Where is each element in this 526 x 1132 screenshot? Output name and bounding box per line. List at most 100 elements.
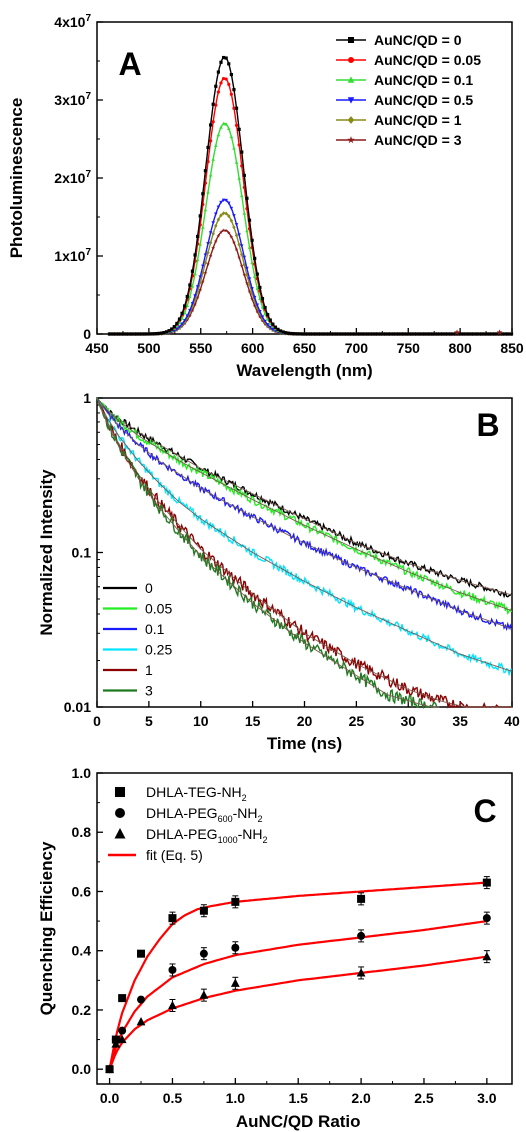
panel-a-data-point xyxy=(221,76,226,81)
panel-a-legend-label: AuNC/QD = 3 xyxy=(374,132,462,148)
panel-c-legend-label: DHLA-TEG-NH2 xyxy=(146,784,247,803)
panel-a-data-point xyxy=(356,332,361,336)
panel-c-xtick-label: 3.0 xyxy=(477,1090,497,1106)
panel-a-data-point xyxy=(234,123,239,127)
panel-a-data-point xyxy=(315,332,319,336)
panel-a-data-point xyxy=(193,253,197,257)
panel-a-ytick-label: 4x107 xyxy=(54,13,91,30)
panel-a-data-point xyxy=(185,294,189,299)
panel-a-data-point xyxy=(182,318,187,323)
panel-a-data-point xyxy=(198,214,202,218)
panel-a-ylabel: Photoluminescence xyxy=(7,98,26,259)
panel-a-data-point xyxy=(460,332,464,336)
panel-a-data-point xyxy=(476,332,480,336)
panel-a-data-point xyxy=(465,332,469,336)
panel-a-data-point xyxy=(234,233,239,238)
panel-a-data-point xyxy=(216,70,220,74)
panel-a-data-point xyxy=(198,275,202,279)
panel-a-data-point xyxy=(198,287,203,292)
panel-a-data-point xyxy=(185,317,190,322)
panel-a-series-line xyxy=(109,199,512,335)
panel-a-data-point xyxy=(437,332,441,336)
panel-a-data-point xyxy=(180,322,184,326)
panel-c-data-point xyxy=(168,914,177,923)
panel-a-data-point xyxy=(387,332,392,336)
panel-a-data-point xyxy=(201,192,205,196)
panel-a-ytick-label: 2x107 xyxy=(54,169,91,186)
panel-a-data-point xyxy=(227,126,231,130)
panel-a-data-point xyxy=(237,255,242,259)
panel-a-data-point xyxy=(211,120,215,124)
panel-a-data-point xyxy=(195,257,200,262)
panel-b-xtick-label: 25 xyxy=(349,713,365,729)
panel-c-legend-marker xyxy=(115,787,125,797)
panel-a-data-point xyxy=(232,106,236,110)
panel-a-data-point xyxy=(257,314,262,319)
panel-a-legend-label: AuNC/QD = 0.5 xyxy=(374,92,473,108)
panel-a-series-line xyxy=(109,229,512,335)
panel-a-data-point xyxy=(351,332,355,336)
panel-a-data-point xyxy=(232,225,236,230)
panel-a-data-point xyxy=(177,317,182,321)
panel-a-data-point xyxy=(221,211,226,216)
panel-a-data-point xyxy=(304,332,309,336)
panel-a-data-point xyxy=(483,332,488,336)
panel-a-data-point xyxy=(408,332,412,336)
panel-a-series-line xyxy=(109,212,512,335)
panel-a-data-point xyxy=(203,169,208,173)
panel-a-data-point xyxy=(219,81,223,85)
panel-a-data-point xyxy=(445,332,449,336)
panel-a-data-point xyxy=(395,332,399,336)
panel-a-data-point xyxy=(214,143,218,148)
panel-c-data-point xyxy=(357,931,366,940)
panel-a-data-point xyxy=(452,332,457,336)
panel-a-data-point xyxy=(226,230,231,235)
panel-a-data-point xyxy=(250,238,254,242)
panel-c-data-point xyxy=(111,1039,121,1048)
panel-a-data-point xyxy=(367,332,371,336)
panel-b-series-line xyxy=(96,397,513,632)
panel-a-data-point xyxy=(214,84,218,88)
panel-a-data-point xyxy=(196,234,200,239)
panel-a-data-point xyxy=(317,332,322,336)
panel-a-data-point xyxy=(170,327,174,331)
panel-a-data-point xyxy=(450,332,454,336)
panel-a-data-point xyxy=(385,332,389,336)
panel-a-data-point xyxy=(453,329,461,336)
panel-a-data-point xyxy=(260,305,265,309)
panel-a-data-point xyxy=(473,332,477,336)
panel-b-legend-label: 3 xyxy=(145,683,153,699)
panel-a-data-point xyxy=(419,332,423,336)
panel-a-data-point xyxy=(271,322,275,326)
panel-a-data-point xyxy=(504,332,508,336)
panel-c-data-point xyxy=(199,990,209,999)
panel-a-data-point xyxy=(268,325,273,330)
panel-a-data-point xyxy=(250,287,254,291)
panel-a-data-point xyxy=(185,314,190,318)
panel-a-data-point xyxy=(128,332,132,336)
panel-a-data-point xyxy=(232,214,236,218)
panel-a-data-point xyxy=(144,332,148,336)
panel-a-data-point xyxy=(190,308,195,313)
panel-c-data-point xyxy=(231,897,240,906)
panel-c-xtick-label: 2.0 xyxy=(351,1090,371,1106)
panel-a-data-point xyxy=(263,305,267,310)
panel-a-legend-marker xyxy=(347,136,355,144)
panel-a-data-point xyxy=(398,332,402,336)
panel-a-data-point xyxy=(266,312,270,317)
panel-a-data-point xyxy=(209,139,213,143)
panel-c-data-point xyxy=(199,906,208,915)
panel-a-data-point xyxy=(439,332,444,336)
panel-a-data-point xyxy=(229,92,233,96)
panel-a-data-point xyxy=(172,325,176,329)
panel-a-data-point xyxy=(149,332,153,336)
panel-b-series-line xyxy=(96,397,513,599)
panel-a-data-point xyxy=(253,256,257,260)
panel-a-data-point xyxy=(232,240,236,245)
panel-a-data-point xyxy=(227,213,231,219)
panel-a-data-point xyxy=(239,263,244,268)
panel-a-data-point xyxy=(328,332,332,336)
panel-a-data-point xyxy=(203,207,208,212)
panel-a-data-point xyxy=(237,127,241,131)
panel-a-data-point xyxy=(292,332,296,336)
